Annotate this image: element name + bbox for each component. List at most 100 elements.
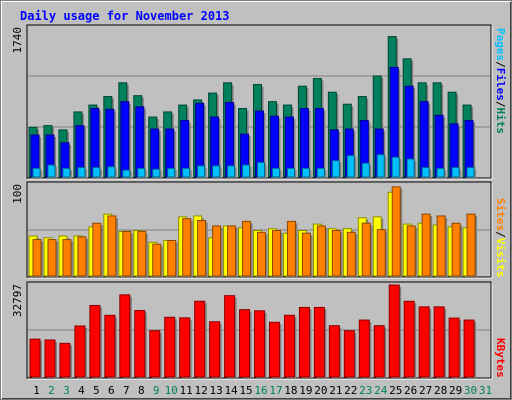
day-label: 4 [78,384,85,397]
sites-bar [182,218,193,278]
kbytes-bar [373,325,387,379]
axis-label-part: Pages [494,28,507,61]
pages-bar [257,161,267,179]
day-label: 14 [224,384,238,397]
day-label: 31 [479,384,492,397]
kbytes-bar [254,310,267,379]
pages-bar [92,167,102,179]
kbytes-bar [433,306,447,379]
sites-bar [47,239,58,278]
day-label: 25 [389,384,402,397]
sites-bar [271,230,283,278]
kbytes-bar [89,304,102,379]
sites-bar [406,225,418,278]
day-label: 6 [108,384,115,397]
pages-bar [152,168,162,179]
kbytes-bar [209,321,222,379]
kbytes-bar [239,309,252,379]
visits-ymax-label: 100 [11,184,24,204]
pages-bar [47,164,57,179]
day-label: 20 [314,384,327,397]
kbytes-bar [358,319,372,379]
pages-bar [77,167,87,179]
sites-bar [286,220,298,278]
kbytes-bar [164,316,177,379]
pages-bar [32,167,42,179]
sites-bar [421,213,433,278]
kbytes-bar [74,325,87,379]
sites-bar [391,186,403,278]
kbytes-bar [328,325,342,379]
day-label: 9 [153,384,160,397]
kbytes-bar [194,300,207,379]
sites-bar [242,220,253,278]
sites-bar [376,229,388,278]
axis-label-part: Hits [494,108,507,135]
day-label: 2 [48,384,55,397]
axis-label-part: Sites [494,198,507,231]
hits-files-pages-axis-label: Pages/Files/Hits [494,28,507,134]
axis-label-part: KBytes [494,338,507,378]
kbytes-bar [448,317,462,379]
sites-bar [466,213,478,278]
visits-sites-axis-label: Sites/Visits [494,198,507,278]
axis-label-part: / [494,101,507,108]
kbytes-bar [343,330,357,379]
kbytes-bar [268,321,282,379]
day-label: 13 [209,384,222,397]
kbytes-bar [463,319,477,379]
kbytes-bar [149,330,162,379]
pages-bar [316,167,327,179]
pages-bar [466,167,477,179]
pages-bar [361,162,372,179]
sites-bar [436,215,448,278]
sites-bar [152,243,163,278]
kbytes-bar [29,338,42,379]
pages-bar [331,160,342,179]
sites-bar [122,230,133,278]
pages-bar [242,164,252,179]
pages-bar [137,167,147,179]
pages-bar [406,158,417,179]
pages-bar [197,165,207,179]
pages-bar [451,167,462,179]
day-label: 11 [180,384,193,397]
pages-bar [122,169,132,179]
sites-bar [32,239,43,278]
day-label: 15 [239,384,252,397]
sites-bar [346,231,358,278]
kbytes-bar [104,314,117,379]
sites-bar [137,230,148,278]
kbytes-bar [418,306,432,379]
axis-label-part: / [494,61,507,68]
sites-bar [167,240,178,278]
pages-bar [107,166,117,179]
day-label: 24 [374,384,388,397]
sites-bar [301,232,313,278]
pages-bar [421,167,432,179]
sites-bar [62,239,73,278]
day-label: 26 [404,384,417,397]
day-label: 28 [434,384,447,397]
kbytes-axis-label: KBytes [494,338,507,378]
axis-label-part: / [494,231,507,238]
pages-bar [167,167,177,179]
day-label: 3 [63,384,70,397]
day-label: 21 [329,384,342,397]
kbytes-bar [403,300,417,379]
chart-title: Daily usage for November 2013 [20,9,230,23]
pages-bar [62,167,72,179]
day-label: 19 [299,384,312,397]
kbytes-bar [388,284,402,379]
day-label: 17 [269,384,282,397]
sites-bar [227,225,238,278]
sites-bar [92,222,103,278]
kbytes-ymax-label: 32797 [11,284,24,317]
pages-bar [182,167,192,179]
day-label: 1 [33,384,40,397]
sites-bar [316,225,328,278]
kbytes-bar [283,314,297,379]
kbytes-bar [313,306,327,379]
